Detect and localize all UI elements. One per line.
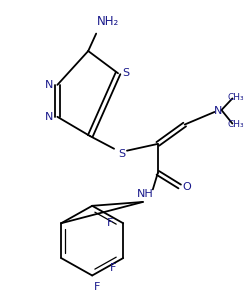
Text: F: F [110,263,116,273]
Text: NH: NH [136,189,153,199]
Text: F: F [94,282,100,292]
Text: S: S [118,149,125,159]
Text: N: N [45,112,54,122]
Text: S: S [122,68,129,78]
Text: N: N [214,106,222,116]
Text: CH₃: CH₃ [226,120,243,129]
Text: N: N [45,80,54,90]
Text: CH₃: CH₃ [226,93,243,102]
Text: NH₂: NH₂ [96,15,119,29]
Text: F: F [107,218,113,228]
Text: O: O [182,182,190,192]
